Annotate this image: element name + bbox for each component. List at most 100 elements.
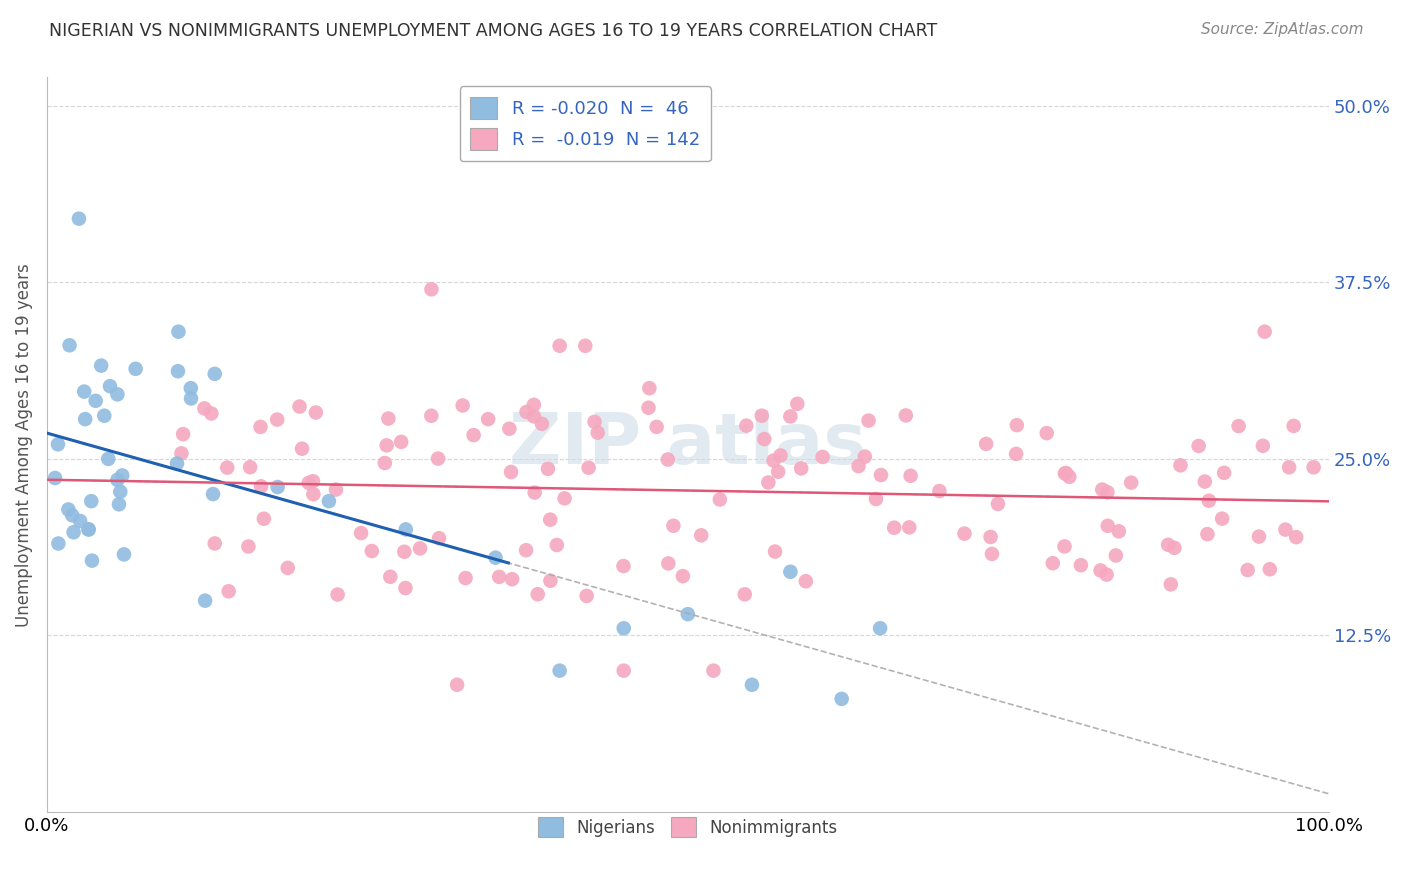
Point	[526, 587, 548, 601]
Point	[898, 520, 921, 534]
Point	[1090, 564, 1112, 578]
Point	[395, 522, 418, 536]
Point	[676, 607, 699, 622]
Point	[1170, 458, 1192, 473]
Point	[548, 664, 571, 678]
Point	[58, 338, 80, 352]
Point	[690, 528, 713, 542]
Point	[1194, 475, 1216, 489]
Point	[180, 392, 202, 406]
Point	[1227, 419, 1250, 434]
Point	[44, 471, 66, 485]
Point	[574, 339, 596, 353]
Point	[735, 418, 758, 433]
Point	[498, 422, 520, 436]
Point	[1160, 577, 1182, 591]
Point	[762, 453, 785, 467]
Point	[250, 479, 273, 493]
Point	[77, 522, 100, 536]
Point	[1258, 562, 1281, 576]
Point	[105, 387, 128, 401]
Point	[420, 409, 443, 423]
Point	[1053, 540, 1076, 554]
Point	[794, 574, 817, 589]
Point	[249, 420, 271, 434]
Point	[1070, 558, 1092, 573]
Point	[318, 494, 340, 508]
Point	[202, 487, 225, 501]
Point	[613, 621, 636, 635]
Text: ZIP atlas: ZIP atlas	[509, 410, 866, 479]
Point	[741, 678, 763, 692]
Point	[786, 397, 808, 411]
Point	[298, 475, 321, 490]
Point	[446, 678, 468, 692]
Point	[637, 401, 659, 415]
Point	[360, 544, 382, 558]
Point	[377, 411, 399, 425]
Point	[1059, 470, 1081, 484]
Point	[193, 401, 215, 416]
Point	[451, 399, 474, 413]
Point	[1285, 530, 1308, 544]
Point	[204, 536, 226, 550]
Point	[394, 581, 416, 595]
Point	[1005, 447, 1028, 461]
Point	[538, 574, 561, 588]
Point	[1121, 475, 1143, 490]
Point	[112, 547, 135, 561]
Point	[638, 381, 661, 395]
Y-axis label: Unemployment Among Ages 16 to 19 years: Unemployment Among Ages 16 to 19 years	[15, 263, 32, 626]
Point	[662, 518, 685, 533]
Point	[578, 460, 600, 475]
Point	[488, 570, 510, 584]
Point	[1282, 418, 1305, 433]
Point	[756, 475, 779, 490]
Point	[1213, 466, 1236, 480]
Point	[811, 450, 834, 464]
Point	[538, 513, 561, 527]
Point	[1302, 460, 1324, 475]
Point	[93, 409, 115, 423]
Point	[111, 468, 134, 483]
Point	[1157, 538, 1180, 552]
Point	[1274, 523, 1296, 537]
Point	[754, 432, 776, 446]
Point	[657, 452, 679, 467]
Point	[858, 414, 880, 428]
Point	[1035, 426, 1057, 441]
Point	[751, 409, 773, 423]
Point	[218, 584, 240, 599]
Point	[894, 409, 917, 423]
Point	[69, 514, 91, 528]
Point	[167, 325, 190, 339]
Point	[1236, 563, 1258, 577]
Point	[77, 522, 100, 536]
Text: NIGERIAN VS NONIMMIGRANTS UNEMPLOYMENT AMONG AGES 16 TO 19 YEARS CORRELATION CHA: NIGERIAN VS NONIMMIGRANTS UNEMPLOYMENT A…	[49, 22, 938, 40]
Point	[463, 428, 485, 442]
Point	[166, 457, 188, 471]
Point	[1095, 567, 1118, 582]
Point	[325, 483, 347, 497]
Point	[380, 570, 402, 584]
Point	[1042, 556, 1064, 570]
Point	[266, 412, 288, 426]
Point	[484, 550, 506, 565]
Point	[515, 543, 537, 558]
Point	[180, 381, 202, 395]
Point	[326, 588, 349, 602]
Point	[645, 420, 668, 434]
Point	[124, 361, 146, 376]
Point	[90, 359, 112, 373]
Point	[1053, 467, 1076, 481]
Point	[1097, 485, 1119, 500]
Point	[167, 364, 190, 378]
Point	[523, 398, 546, 412]
Point	[1105, 549, 1128, 563]
Point	[239, 460, 262, 475]
Point	[172, 427, 194, 442]
Point	[253, 512, 276, 526]
Point	[80, 494, 103, 508]
Point	[987, 497, 1010, 511]
Point	[204, 367, 226, 381]
